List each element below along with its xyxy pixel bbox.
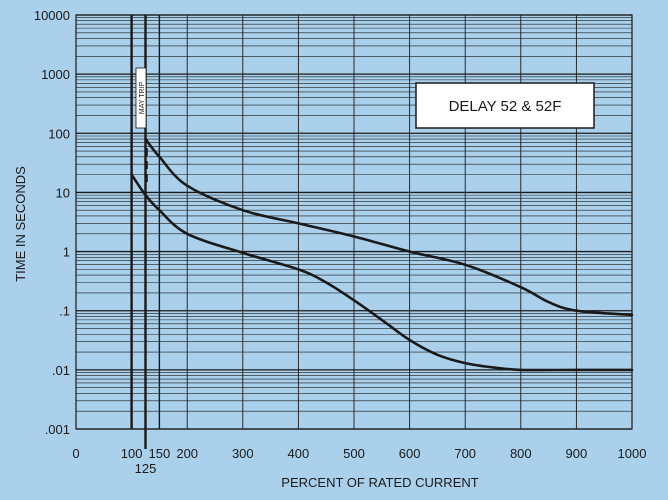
y-tick-label: 1 (63, 245, 70, 260)
y-tick-label: 100 (48, 126, 70, 141)
may-trip-label: MAY TRIP (139, 82, 146, 115)
x-tick-label: 300 (232, 446, 254, 461)
x-tick-label: 1000 (618, 446, 647, 461)
x-tick-label: 700 (454, 446, 476, 461)
x-tick-label: 400 (288, 446, 310, 461)
y-tick-label: .1 (59, 304, 70, 319)
x-tick-label: 200 (176, 446, 198, 461)
y-tick-label: 10 (56, 185, 70, 200)
y-tick-label: .01 (52, 363, 70, 378)
curve-lower-bound (130, 173, 634, 372)
delay-label-text: DELAY 52 & 52F (449, 98, 562, 115)
x-tick-label: 0 (72, 446, 79, 461)
curves (130, 137, 634, 372)
x-tick-label: 500 (343, 446, 365, 461)
y-tick-label: 1000 (41, 67, 70, 82)
y-tick-label: 10000 (34, 8, 70, 23)
x-tick-label: 800 (510, 446, 532, 461)
delay-label-box: DELAY 52 & 52F (415, 82, 595, 129)
x-tick-label: 900 (566, 446, 588, 461)
may-trip-band-bg (135, 67, 147, 129)
y-tick-label: .001 (45, 422, 70, 437)
x-axis-label: PERCENT OF RATED CURRENT (281, 475, 478, 490)
x-tick-label: 600 (399, 446, 421, 461)
curve-upper-bound (144, 137, 634, 317)
y-axis-label: TIME IN SECONDS (13, 166, 28, 282)
x-tick-label: 100 (121, 446, 143, 461)
may-trip-band: MAY TRIP (135, 67, 147, 129)
delay-label-box-frame (415, 82, 595, 129)
x-tick-label-125: 125 (135, 461, 157, 476)
x-tick-label: 150 (149, 446, 171, 461)
